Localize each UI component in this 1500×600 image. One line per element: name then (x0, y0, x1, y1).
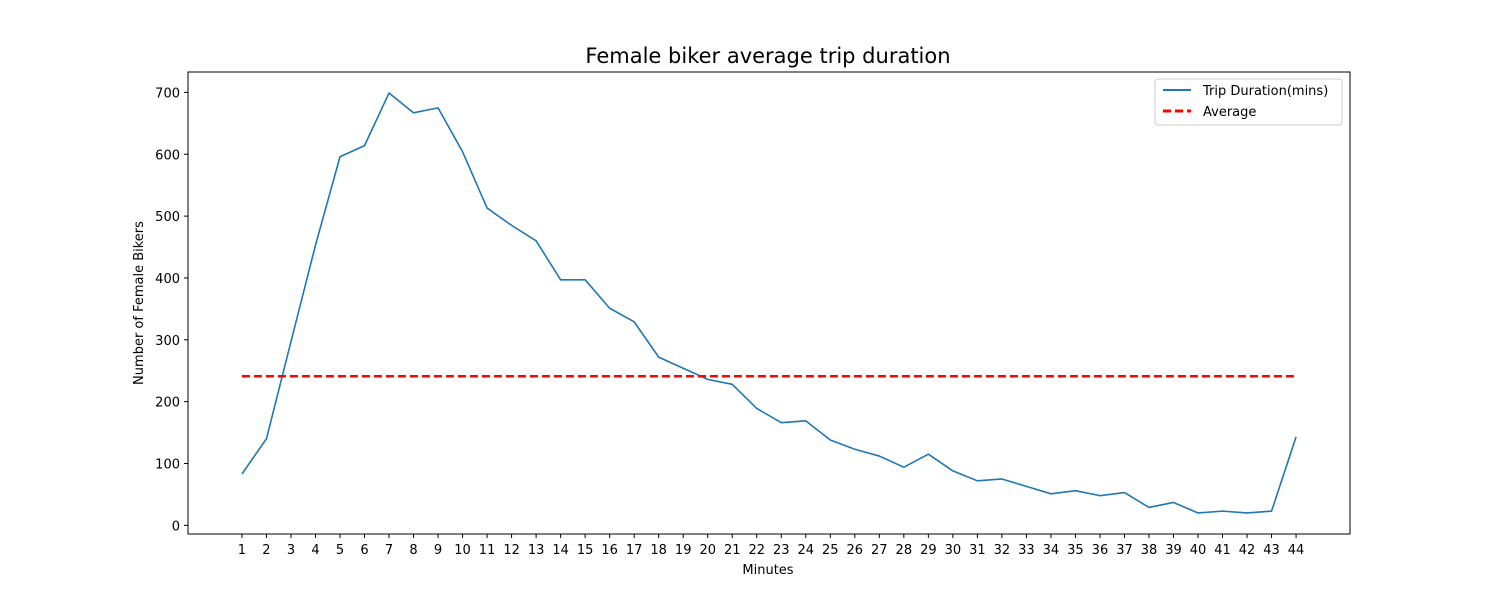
plot-area (241, 92, 1297, 514)
x-tick-label: 32 (994, 543, 1011, 558)
x-tick-label: 16 (601, 543, 618, 558)
legend-box (1154, 78, 1343, 126)
x-tick-label: 29 (920, 543, 937, 558)
x-tick-label: 1 (238, 543, 246, 558)
x-tick-label: 9 (434, 543, 442, 558)
x-tick-label: 2 (262, 543, 270, 558)
x-tick-label: 24 (797, 543, 814, 558)
x-tick-label: 23 (773, 543, 790, 558)
x-tick-label: 28 (896, 543, 913, 558)
y-axis-label: Number of Female Bikers (132, 221, 147, 385)
y-axis-ticks: 0 100 200 300 400 500 600 700 (155, 86, 188, 534)
x-tick-label: 10 (454, 543, 471, 558)
x-tick-label: 41 (1214, 543, 1231, 558)
x-tick-label: 26 (847, 543, 864, 558)
legend: Trip Duration(mins) Average (1154, 78, 1343, 126)
y-tick-label: 500 (155, 210, 180, 225)
x-tick-label: 6 (360, 543, 368, 558)
x-tick-label: 27 (871, 543, 888, 558)
x-tick-label: 3 (287, 543, 295, 558)
x-tick-label: 34 (1043, 543, 1060, 558)
y-tick-label: 0 (172, 519, 180, 534)
x-tick-label: 12 (503, 543, 520, 558)
x-tick-label: 7 (385, 543, 393, 558)
x-tick-label: 11 (479, 543, 496, 558)
x-tick-label: 33 (1018, 543, 1035, 558)
y-tick-label: 300 (155, 334, 180, 349)
x-tick-label: 25 (822, 543, 839, 558)
x-tick-label: 22 (748, 543, 765, 558)
x-tick-label: 13 (528, 543, 545, 558)
x-tick-label: 5 (336, 543, 344, 558)
y-tick-label: 600 (155, 148, 180, 163)
x-tick-label: 40 (1190, 543, 1207, 558)
x-tick-label: 19 (675, 543, 692, 558)
series-line-trip-duration (241, 92, 1297, 514)
x-tick-label: 42 (1239, 543, 1256, 558)
x-tick-label: 44 (1288, 543, 1305, 558)
legend-label-average: Average (1203, 105, 1256, 120)
y-tick-label: 400 (155, 272, 180, 287)
y-tick-label: 700 (155, 86, 180, 101)
x-tick-label: 18 (650, 543, 667, 558)
plot-frame (187, 71, 1351, 535)
x-tick-label: 14 (552, 543, 569, 558)
x-tick-label: 30 (945, 543, 962, 558)
x-tick-label: 36 (1092, 543, 1109, 558)
legend-label-trip-duration: Trip Duration(mins) (1202, 84, 1328, 99)
x-tick-label: 35 (1067, 543, 1084, 558)
x-tick-label: 4 (311, 543, 319, 558)
x-tick-label: 38 (1141, 543, 1158, 558)
x-tick-label: 21 (724, 543, 741, 558)
x-tick-label: 8 (409, 543, 417, 558)
x-tick-label: 20 (699, 543, 716, 558)
x-tick-label: 43 (1263, 543, 1280, 558)
y-tick-label: 100 (155, 457, 180, 472)
x-tick-label: 37 (1116, 543, 1133, 558)
x-tick-label: 31 (969, 543, 986, 558)
x-tick-label: 15 (577, 543, 594, 558)
chart-title: Female biker average trip duration (585, 44, 950, 68)
x-axis-label: Minutes (742, 563, 793, 578)
x-tick-label: 39 (1165, 543, 1182, 558)
y-tick-label: 200 (155, 396, 180, 411)
x-axis-ticks: 1 2 3 4 5 6 7 8 9 10 11 12 13 14 15 16 17 18 19 20 21 22 23 24 2… (238, 534, 1305, 558)
x-tick-label: 17 (626, 543, 643, 558)
